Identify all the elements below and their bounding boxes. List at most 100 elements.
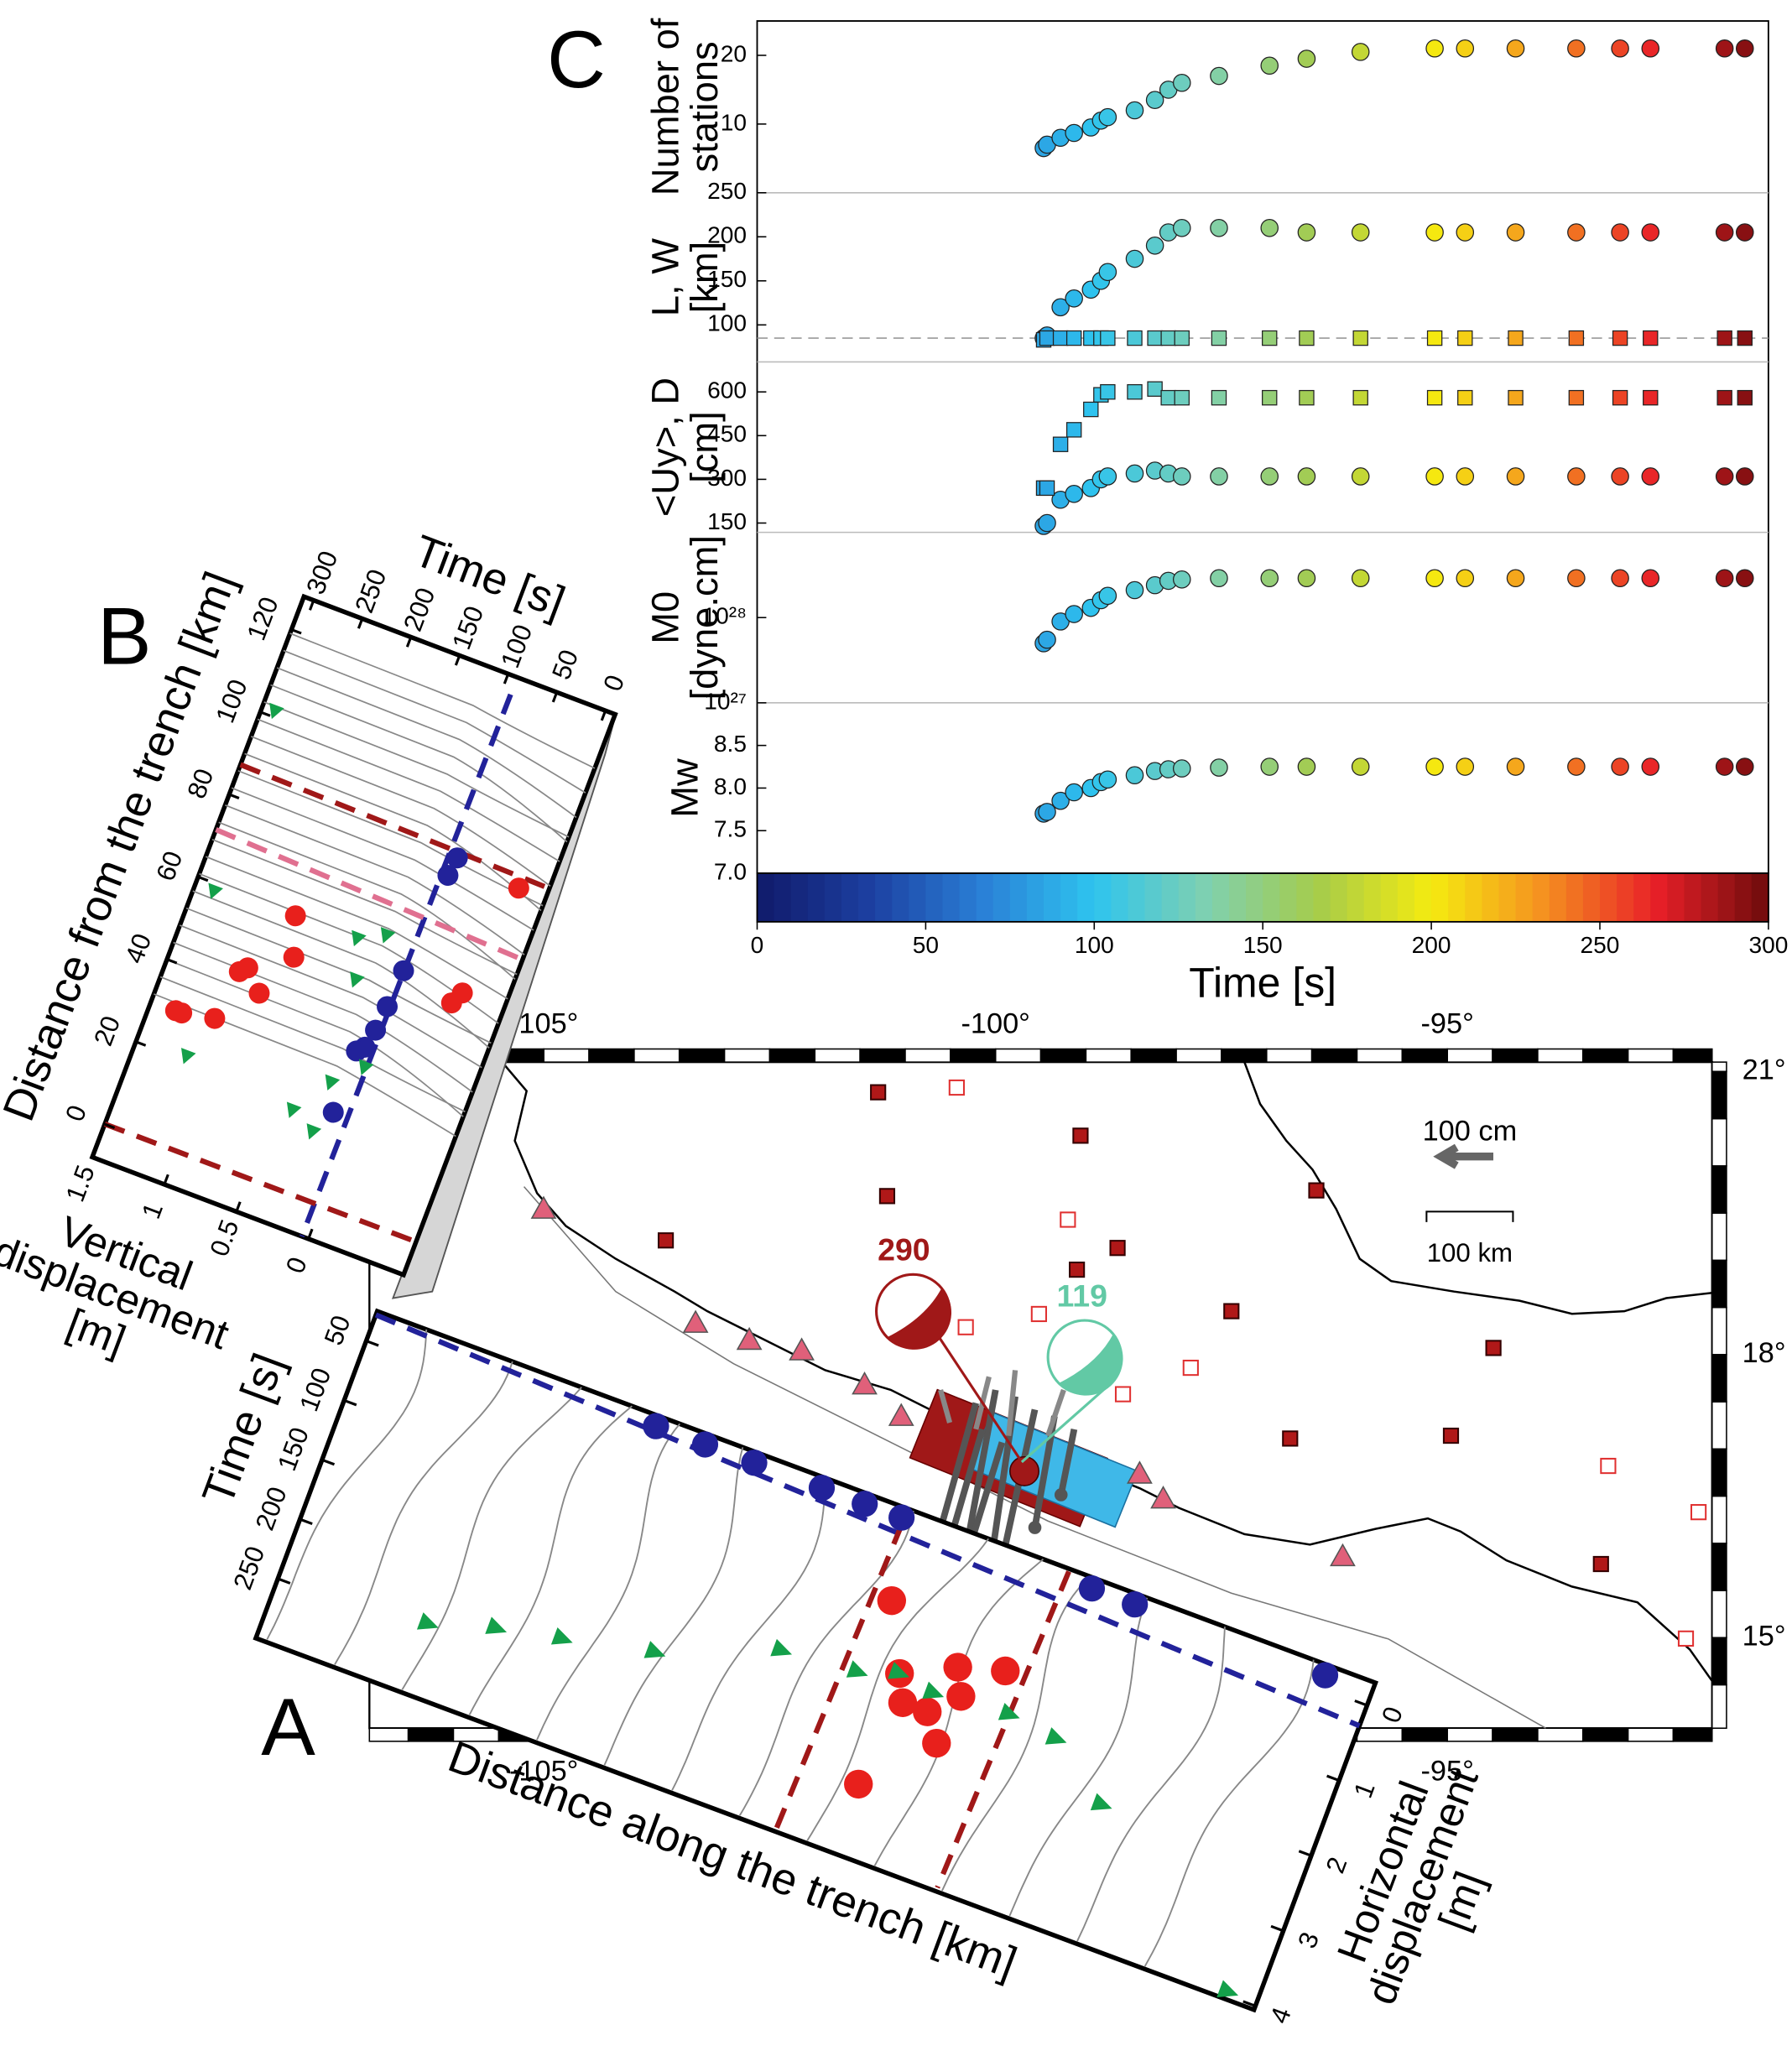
colorbar-step — [1701, 873, 1719, 922]
station — [1060, 1211, 1076, 1228]
frame-bar — [543, 1048, 590, 1063]
marker — [1038, 630, 1056, 649]
frame-bar — [1627, 1727, 1675, 1742]
coastal-station — [530, 1195, 557, 1219]
colorbar-tick-label: 200 — [1412, 932, 1451, 958]
y-tick-label: 8.5 — [714, 731, 747, 757]
marker — [1352, 330, 1368, 346]
tick-label: 2 — [1321, 1853, 1353, 1877]
colorbar-step — [807, 873, 826, 922]
colorbar-step — [1111, 873, 1129, 922]
coastal-station — [682, 1309, 709, 1333]
colorbar-step — [1717, 873, 1736, 922]
marker — [1715, 467, 1734, 486]
frame-bar — [588, 1048, 635, 1063]
marker — [1065, 330, 1082, 346]
frame-bar — [407, 1727, 455, 1742]
green-triangle — [485, 1616, 508, 1634]
marker — [1567, 467, 1586, 486]
station — [1592, 1555, 1609, 1573]
colorbar-step — [1161, 873, 1180, 922]
blue-dot — [322, 1101, 344, 1123]
marker — [1160, 330, 1176, 346]
blue-dot — [1078, 1575, 1106, 1602]
trace — [154, 993, 456, 1137]
frame-bar — [1711, 1401, 1727, 1450]
frame-bar — [814, 1048, 861, 1063]
arrow-head — [1054, 1488, 1068, 1502]
frame-bar — [1711, 1061, 1727, 1073]
tick — [197, 875, 209, 882]
marker — [1611, 39, 1629, 58]
blue-dot — [437, 865, 459, 887]
tick-label: 1 — [136, 1199, 169, 1223]
green-triangle — [770, 1638, 793, 1657]
marker — [1508, 389, 1524, 406]
trace — [671, 1477, 826, 1791]
y-tick-label: 200 — [707, 222, 747, 248]
marker — [1262, 389, 1278, 406]
scale-arrow — [1433, 1143, 1493, 1169]
colorbar-step — [1026, 873, 1044, 922]
y-axis-label: stations — [683, 41, 726, 172]
y-tick-label: 18° — [1743, 1337, 1786, 1369]
y-tick-label: 300 — [707, 465, 747, 491]
tick — [321, 1458, 336, 1466]
colorbar-step — [1498, 873, 1517, 922]
trace — [180, 924, 482, 1069]
marker — [1456, 757, 1475, 776]
colorbar-step — [1296, 873, 1315, 922]
colorbar-step — [1128, 873, 1146, 922]
red-dot — [171, 1002, 193, 1024]
colorbar-step — [942, 873, 961, 922]
frame-bar — [1672, 1727, 1713, 1742]
tick-label: 250 — [349, 565, 392, 617]
y-tick-label: 10 — [721, 109, 747, 135]
marker — [1567, 223, 1586, 242]
blue-dot — [446, 847, 468, 869]
colorbar-step — [1448, 873, 1466, 922]
marker — [1508, 330, 1524, 346]
tick-label: 20 — [88, 1012, 126, 1049]
colorbar-step — [1414, 873, 1432, 922]
tick — [104, 1122, 116, 1130]
tick-label: 3 — [1292, 1928, 1325, 1953]
tick-label: 80 — [181, 765, 219, 803]
tick — [503, 673, 510, 684]
marker — [1612, 389, 1628, 406]
arrow-head — [1028, 1521, 1042, 1534]
scale-bar — [1425, 1210, 1514, 1222]
y-tick-label: 10²⁸ — [703, 603, 747, 629]
marker — [1210, 467, 1228, 486]
marker — [1715, 223, 1734, 242]
blue-dot — [691, 1431, 719, 1458]
colorbar-tick-label: 250 — [1581, 932, 1620, 958]
tick-label: 200 — [250, 1483, 293, 1534]
trace — [738, 1510, 914, 1816]
trace — [276, 667, 577, 819]
dashed-line — [215, 827, 524, 962]
green-triangle — [306, 1123, 322, 1140]
marker — [1737, 330, 1753, 346]
marker — [1174, 389, 1190, 406]
marker — [1172, 219, 1191, 237]
colorbar-step — [1582, 873, 1601, 922]
red-dot — [877, 1585, 907, 1616]
colorbar-step — [1009, 873, 1028, 922]
station — [1182, 1359, 1199, 1377]
red-dot — [922, 1728, 951, 1758]
annotation: 290 — [878, 1232, 930, 1267]
marker — [1051, 791, 1070, 810]
marker — [1567, 39, 1586, 58]
marker — [1098, 263, 1117, 282]
marker — [1735, 223, 1754, 242]
colorbar-step — [774, 873, 792, 922]
coastal-station — [888, 1403, 914, 1426]
green-triangle — [325, 1074, 341, 1091]
frame-bar — [1581, 1048, 1629, 1063]
y-axis-label: [dyne.cm] — [683, 535, 726, 700]
tick-label: 0 — [597, 671, 630, 695]
y-tick-label: 150 — [707, 266, 747, 292]
marker — [1125, 101, 1144, 120]
colorbar-step — [1617, 873, 1634, 922]
